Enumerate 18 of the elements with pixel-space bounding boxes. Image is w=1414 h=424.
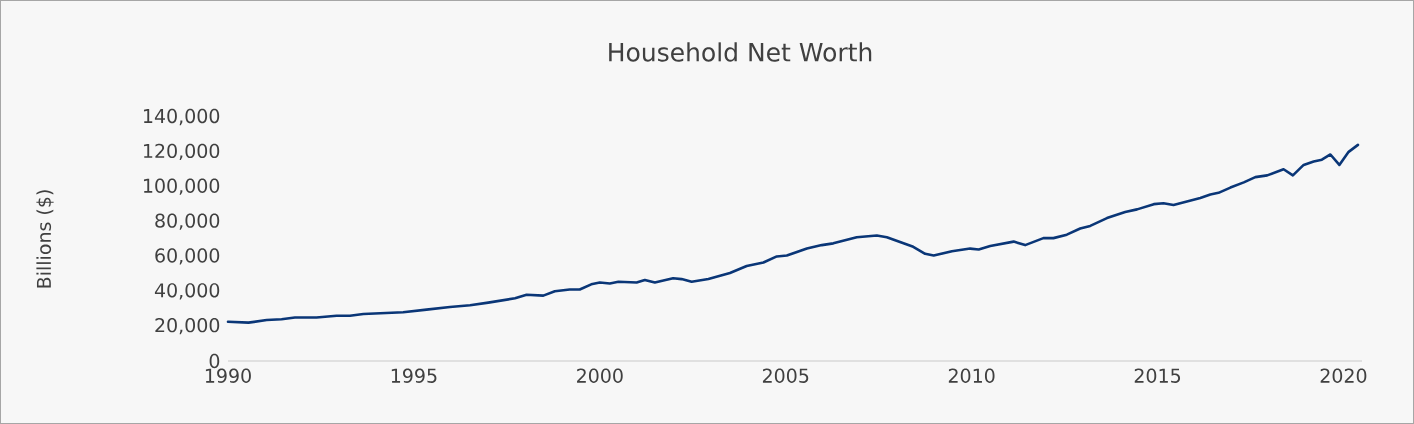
y-tick-label: 20,000 xyxy=(155,317,220,335)
y-tick-label: 140,000 xyxy=(143,108,220,126)
line-series xyxy=(226,143,1360,324)
y-tick-label: 0 xyxy=(209,353,220,369)
x-tick-label: 2005 xyxy=(762,368,809,383)
y-tick-label: 120,000 xyxy=(143,143,220,161)
y-tick-label: 40,000 xyxy=(154,283,220,300)
x-tick-label: 1990 xyxy=(205,368,251,383)
chart-title: Household Net Worth xyxy=(609,42,872,62)
y-tick-label: 100,000 xyxy=(143,178,220,195)
x-tick-label: 2015 xyxy=(1134,368,1181,383)
x-tick-label: 2010 xyxy=(948,368,995,383)
x-tick-label: 2000 xyxy=(577,368,623,383)
y-tick-label: 80,000 xyxy=(155,213,220,230)
y-axis-title: Billions ($) xyxy=(36,190,54,288)
x-tick-label: 2020 xyxy=(1320,368,1367,383)
x-tick-label: 1995 xyxy=(391,368,437,383)
y-tick-label: 60,000 xyxy=(155,248,220,265)
